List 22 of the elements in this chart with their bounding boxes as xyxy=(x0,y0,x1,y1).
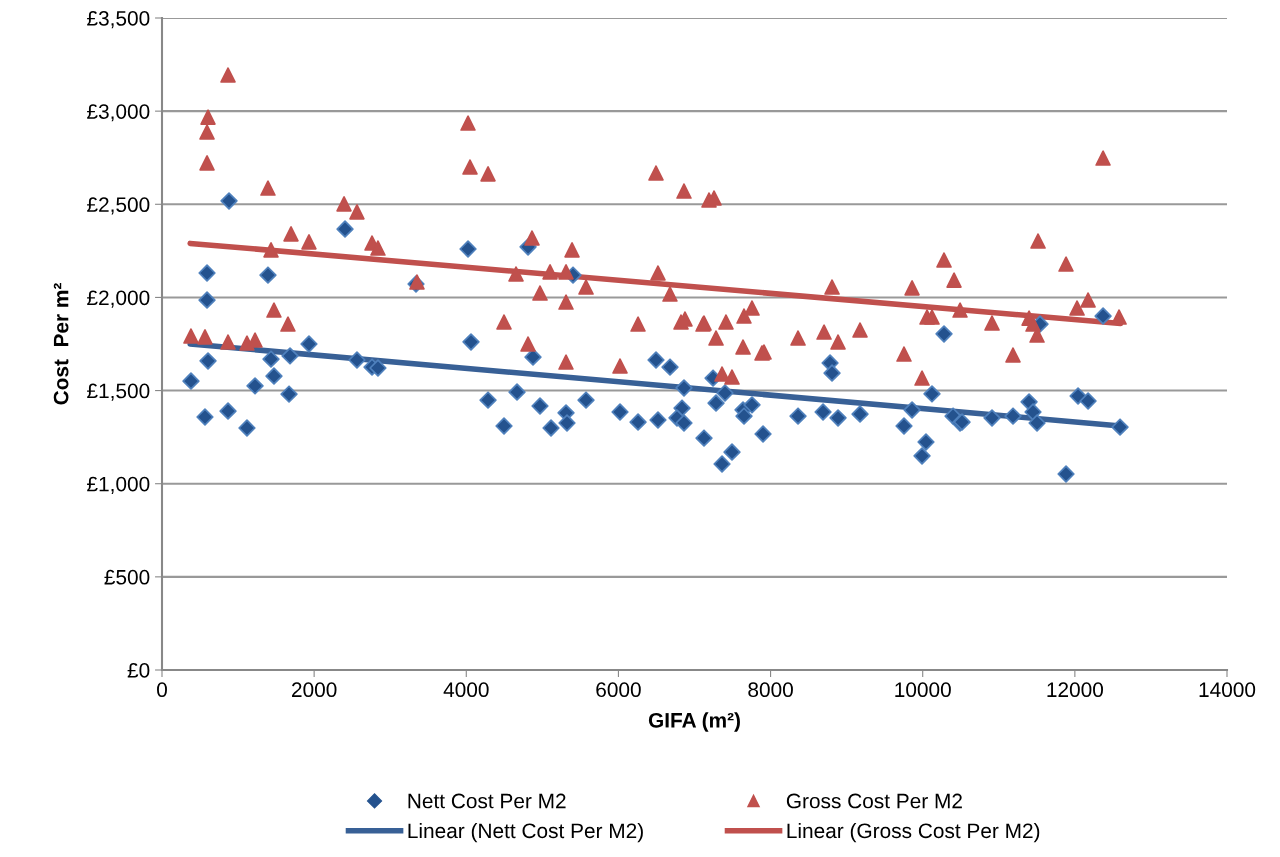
legend-label: Linear (Nett Cost Per M2) xyxy=(408,822,643,843)
x-tick-label: 10000 xyxy=(895,682,951,698)
x-axis-title: GIFA (m²) xyxy=(648,712,740,732)
x-tick-label: 8000 xyxy=(748,682,793,698)
y-tick-label: £3,000 xyxy=(87,104,150,122)
y-tick-label: £500 xyxy=(104,569,150,585)
y-tick-label: £2,500 xyxy=(87,197,150,215)
x-tick-label: 6000 xyxy=(596,682,641,698)
x-tick-label: 14000 xyxy=(1199,682,1256,698)
y-tick-label: £1,500 xyxy=(87,383,150,401)
legend-label: Gross Cost Per M2 xyxy=(786,793,962,809)
legend-label: Nett Cost Per M2 xyxy=(408,793,566,809)
x-tick-label: 2000 xyxy=(292,682,337,698)
x-tick-label: 0 xyxy=(157,682,167,698)
y-tick-label: £3,500 xyxy=(87,11,150,29)
x-tick-label: 4000 xyxy=(443,682,489,698)
y-tick-label: £1,000 xyxy=(87,476,150,494)
y-axis-title: Cost Per m² xyxy=(53,283,69,405)
y-tick-label: £2,000 xyxy=(87,290,150,308)
legend-label: Linear (Gross Cost Per M2) xyxy=(787,822,1040,843)
y-tick-label: £0 xyxy=(127,663,150,678)
x-tick-label: 12000 xyxy=(1047,682,1104,698)
